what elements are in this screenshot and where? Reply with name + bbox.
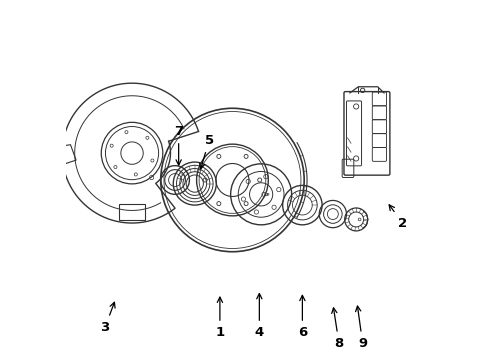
Text: 4: 4 xyxy=(255,293,264,339)
Text: 1: 1 xyxy=(215,297,224,339)
Text: 2: 2 xyxy=(389,205,407,230)
Bar xyxy=(119,204,146,220)
Text: 3: 3 xyxy=(100,302,115,333)
Text: 8: 8 xyxy=(332,308,343,350)
Text: 5: 5 xyxy=(199,134,214,169)
Text: 7: 7 xyxy=(174,125,183,165)
Text: 9: 9 xyxy=(356,306,367,350)
Text: 6: 6 xyxy=(298,295,307,339)
